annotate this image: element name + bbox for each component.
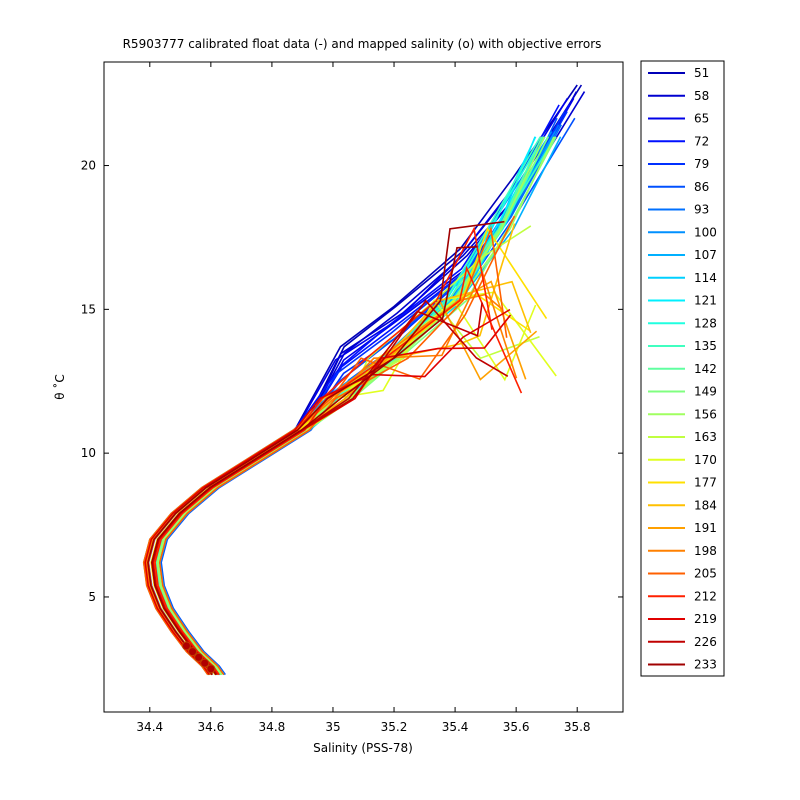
- legend-label: 233: [694, 658, 717, 672]
- profile-line: [150, 220, 505, 676]
- profile-line: [144, 308, 511, 676]
- x-axis-label: Salinity (PSS-78): [313, 741, 413, 755]
- y-tick-label: 15: [81, 302, 96, 316]
- legend-label: 142: [694, 362, 717, 376]
- x-tick-label: 34.6: [197, 720, 224, 734]
- legend-label: 149: [694, 385, 717, 399]
- legend-label: 58: [694, 89, 709, 103]
- legend-label: 170: [694, 453, 717, 467]
- legend-label: 191: [694, 521, 717, 535]
- legend-label: 156: [694, 407, 717, 421]
- legend-label: 79: [694, 157, 709, 171]
- legend-label: 100: [694, 225, 717, 239]
- y-tick-label: 5: [88, 590, 96, 604]
- x-tick-label: 35.8: [564, 720, 591, 734]
- chart-title: R5903777 calibrated float data (-) and m…: [123, 37, 602, 51]
- legend-label: 51: [694, 66, 709, 80]
- x-tick-label: 34.4: [136, 720, 163, 734]
- mapped-points: [181, 641, 216, 674]
- data-lines: [142, 84, 586, 676]
- legend-label: 219: [694, 612, 717, 626]
- legend-label: 128: [694, 316, 717, 330]
- profile-line: [156, 136, 555, 676]
- legend-label: 135: [694, 339, 717, 353]
- x-axis: 34.4 34.6 34.8 35 35.2 35.4 35.6 35.8: [136, 62, 591, 734]
- legend-label: 107: [694, 248, 717, 262]
- mapped-point: [200, 658, 210, 668]
- profile-line: [158, 225, 508, 676]
- legend: 51 58 65 72 79 86 93 100 107 114 121 128 135 142 149 15…: [640, 60, 725, 677]
- x-tick-label: 34.8: [259, 720, 286, 734]
- mapped-point: [181, 641, 191, 651]
- y-axis-label: θ ˚C: [52, 374, 67, 400]
- mapped-point: [206, 664, 216, 674]
- legend-label: 184: [694, 498, 717, 512]
- legend-label: 65: [694, 112, 709, 126]
- x-tick-label: 35: [325, 720, 340, 734]
- legend-label: 177: [694, 476, 717, 490]
- y-tick-label: 10: [81, 446, 96, 460]
- plot-area: 34.4 34.6 34.8 35 35.2 35.4 35.6 35.8 5 10 15 20: [81, 61, 624, 734]
- mapped-point: [194, 652, 204, 662]
- legend-label: 226: [694, 635, 717, 649]
- legend-label: 72: [694, 134, 709, 148]
- x-tick-label: 35.4: [442, 720, 469, 734]
- x-tick-label: 35.2: [381, 720, 408, 734]
- y-tick-label: 20: [81, 159, 96, 173]
- legend-label: 198: [694, 544, 717, 558]
- profile-line: [145, 269, 518, 676]
- y-axis: 5 10 15 20: [81, 159, 623, 604]
- profile-line: [142, 215, 516, 676]
- mapped-point: [188, 647, 198, 657]
- legend-label: 205: [694, 567, 717, 581]
- legend-label: 212: [694, 589, 717, 603]
- profile-line: [147, 246, 478, 676]
- x-tick-label: 35.6: [503, 720, 530, 734]
- legend-label: 114: [694, 271, 717, 285]
- legend-label: 121: [694, 294, 717, 308]
- legend-label: 93: [694, 203, 709, 217]
- legend-label: 163: [694, 430, 717, 444]
- legend-label: 86: [694, 180, 709, 194]
